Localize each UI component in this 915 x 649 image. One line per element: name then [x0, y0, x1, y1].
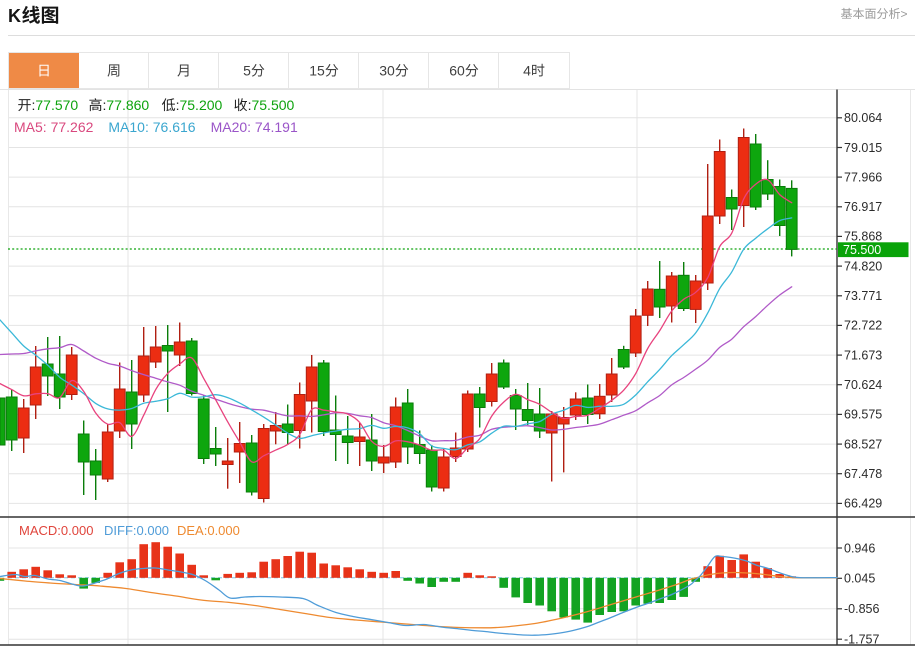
svg-text:MACD:0.000: MACD:0.000 [19, 523, 93, 538]
svg-text:15: 15 [309, 63, 325, 79]
svg-text:80.064: 80.064 [844, 111, 882, 125]
svg-text:71.673: 71.673 [844, 348, 882, 362]
svg-text:68.527: 68.527 [844, 437, 882, 451]
svg-text:-0.856: -0.856 [844, 602, 879, 616]
svg-text:67.478: 67.478 [844, 467, 882, 481]
svg-text:5: 5 [243, 63, 251, 79]
svg-text:76.917: 76.917 [844, 200, 882, 214]
svg-text:70.624: 70.624 [844, 378, 882, 392]
svg-text:30: 30 [379, 63, 395, 79]
svg-text::75.200: :75.200 [176, 97, 223, 113]
svg-text:4: 4 [523, 63, 531, 79]
svg-text:69.575: 69.575 [844, 408, 882, 422]
svg-text:0.946: 0.946 [844, 541, 875, 555]
svg-text:74.820: 74.820 [844, 259, 882, 273]
svg-text::77.860: :77.860 [103, 97, 150, 113]
svg-text::75.500: :75.500 [248, 97, 295, 113]
svg-text:73.771: 73.771 [844, 289, 882, 303]
svg-text:DEA:0.000: DEA:0.000 [177, 523, 240, 538]
svg-text:60: 60 [449, 63, 465, 79]
svg-text:K: K [8, 6, 21, 26]
svg-text:75.868: 75.868 [844, 230, 882, 244]
svg-text:72.722: 72.722 [844, 319, 882, 333]
svg-text:66.429: 66.429 [844, 497, 882, 511]
svg-text:79.015: 79.015 [844, 141, 882, 155]
svg-text:0.045: 0.045 [844, 572, 875, 586]
svg-text:DIFF:0.000: DIFF:0.000 [104, 523, 169, 538]
svg-text::77.570: :77.570 [32, 97, 79, 113]
svg-text:75.500: 75.500 [843, 243, 881, 257]
svg-text:77.966: 77.966 [844, 170, 882, 184]
svg-text:>: > [901, 7, 908, 21]
svg-text:-1.757: -1.757 [844, 633, 879, 647]
